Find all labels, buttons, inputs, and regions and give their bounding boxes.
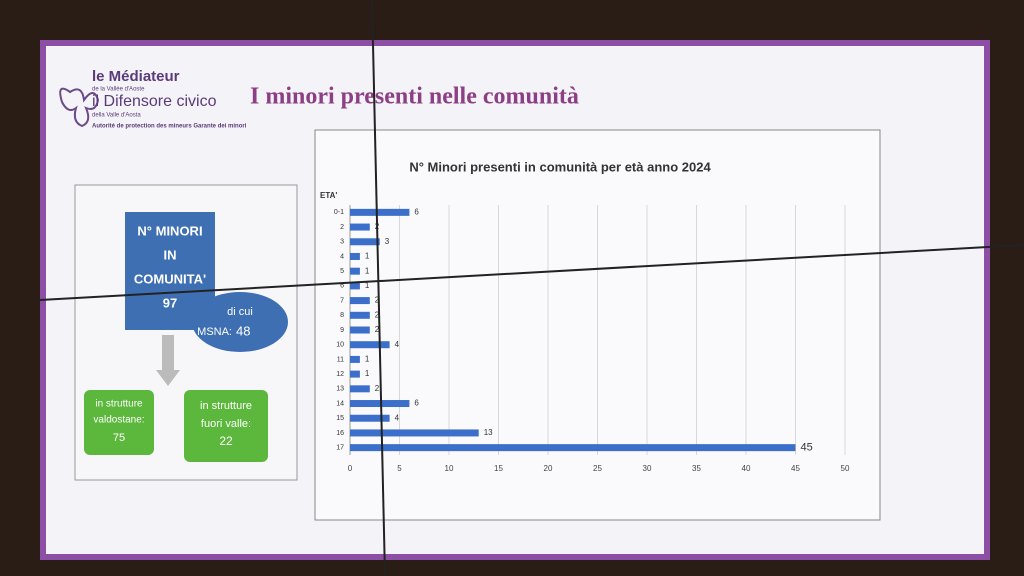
value-label: 3 bbox=[385, 237, 390, 246]
total-label: N° MINORI bbox=[137, 223, 202, 238]
y-tick-label: 0-1 bbox=[334, 209, 344, 216]
y-axis-label: ETA' bbox=[320, 191, 337, 200]
bar bbox=[350, 370, 360, 378]
logo-name: le Médiateur bbox=[92, 68, 180, 85]
x-tick-label: 10 bbox=[445, 464, 454, 473]
outside-label: in strutture bbox=[200, 400, 252, 412]
y-tick-label: 12 bbox=[336, 371, 344, 378]
bar bbox=[350, 282, 360, 290]
x-tick-label: 5 bbox=[397, 464, 402, 473]
y-tick-label: 15 bbox=[336, 415, 344, 422]
x-tick-label: 30 bbox=[643, 464, 652, 473]
bar bbox=[350, 385, 370, 393]
bar bbox=[350, 326, 370, 334]
bar bbox=[350, 252, 360, 260]
bar bbox=[350, 238, 380, 246]
value-label: 1 bbox=[365, 355, 370, 364]
value-label: 2 bbox=[375, 296, 380, 305]
value-label: 2 bbox=[375, 384, 380, 393]
x-tick-label: 0 bbox=[348, 464, 353, 473]
value-label: 2 bbox=[375, 325, 380, 334]
bar bbox=[350, 355, 360, 363]
x-tick-label: 35 bbox=[692, 464, 701, 473]
msna-label: di cui bbox=[227, 306, 253, 318]
value-label: 1 bbox=[365, 281, 370, 290]
local-value: 75 bbox=[113, 432, 125, 444]
x-tick-label: 50 bbox=[841, 464, 850, 473]
bar bbox=[350, 429, 479, 437]
x-tick-label: 45 bbox=[791, 464, 800, 473]
bar bbox=[350, 311, 370, 319]
bar bbox=[350, 208, 410, 216]
local-box bbox=[84, 390, 154, 455]
y-tick-label: 13 bbox=[336, 386, 344, 393]
outside-box bbox=[184, 390, 268, 462]
y-tick-label: 2 bbox=[340, 224, 344, 231]
total-value: 97 bbox=[163, 295, 177, 310]
arrow-head bbox=[156, 370, 180, 386]
outside-label: fuori valle: bbox=[201, 418, 251, 430]
bar bbox=[350, 414, 390, 422]
x-tick-label: 25 bbox=[593, 464, 602, 473]
value-label: 6 bbox=[414, 399, 419, 408]
total-label: COMUNITA' bbox=[134, 271, 206, 286]
logo-region-it: della Valle d'Aosta bbox=[92, 113, 141, 119]
msna-label: MSNA: bbox=[197, 326, 232, 338]
screen-seam bbox=[371, 0, 386, 576]
msna-value: 48 bbox=[236, 323, 250, 338]
value-label: 1 bbox=[365, 252, 370, 261]
bar bbox=[350, 444, 796, 452]
y-tick-label: 9 bbox=[340, 327, 344, 334]
local-label: valdostane: bbox=[93, 415, 144, 426]
local-label: in strutture bbox=[95, 399, 143, 410]
bar bbox=[350, 297, 370, 305]
y-tick-label: 6 bbox=[340, 283, 344, 290]
y-tick-label: 14 bbox=[336, 400, 344, 407]
arrow-shaft bbox=[162, 335, 174, 370]
y-tick-label: 3 bbox=[340, 239, 344, 246]
x-tick-label: 40 bbox=[742, 464, 751, 473]
msna-ellipse bbox=[192, 292, 288, 352]
value-label: 1 bbox=[365, 369, 370, 378]
value-label: 13 bbox=[484, 428, 493, 437]
chart-title: N° Minori presenti in comunità per età a… bbox=[409, 159, 711, 174]
value-label: 6 bbox=[414, 207, 419, 216]
y-tick-label: 7 bbox=[340, 297, 344, 304]
logo-region: de la Vallée d'Aoste bbox=[92, 87, 145, 93]
y-tick-label: 16 bbox=[336, 430, 344, 437]
value-label: 1 bbox=[365, 266, 370, 275]
slide-title: I minori presenti nelle comunità bbox=[250, 84, 579, 110]
y-tick-label: 11 bbox=[337, 356, 344, 363]
logo-tagline: Autorité de protection des mineurs Garan… bbox=[92, 124, 247, 130]
y-tick-label: 8 bbox=[340, 312, 344, 319]
x-tick-label: 20 bbox=[544, 464, 553, 473]
value-label: 4 bbox=[395, 340, 400, 349]
bar bbox=[350, 400, 410, 408]
outside-value: 22 bbox=[219, 434, 233, 448]
logo-name-it: il Difensore civico bbox=[92, 93, 217, 110]
bar bbox=[350, 223, 370, 231]
value-label: 45 bbox=[801, 442, 813, 454]
total-label: IN bbox=[164, 247, 177, 262]
logo: le Médiateur de la Vallée d'Aoste il Dif… bbox=[59, 68, 247, 130]
y-tick-label: 17 bbox=[336, 444, 344, 451]
y-tick-label: 4 bbox=[340, 253, 344, 260]
y-tick-label: 5 bbox=[340, 268, 344, 275]
screen-seam bbox=[39, 244, 1024, 301]
x-tick-label: 15 bbox=[494, 464, 503, 473]
bar bbox=[350, 267, 360, 275]
value-label: 2 bbox=[375, 310, 380, 319]
y-tick-label: 10 bbox=[336, 342, 344, 349]
bar bbox=[350, 341, 390, 349]
value-label: 4 bbox=[395, 413, 400, 422]
